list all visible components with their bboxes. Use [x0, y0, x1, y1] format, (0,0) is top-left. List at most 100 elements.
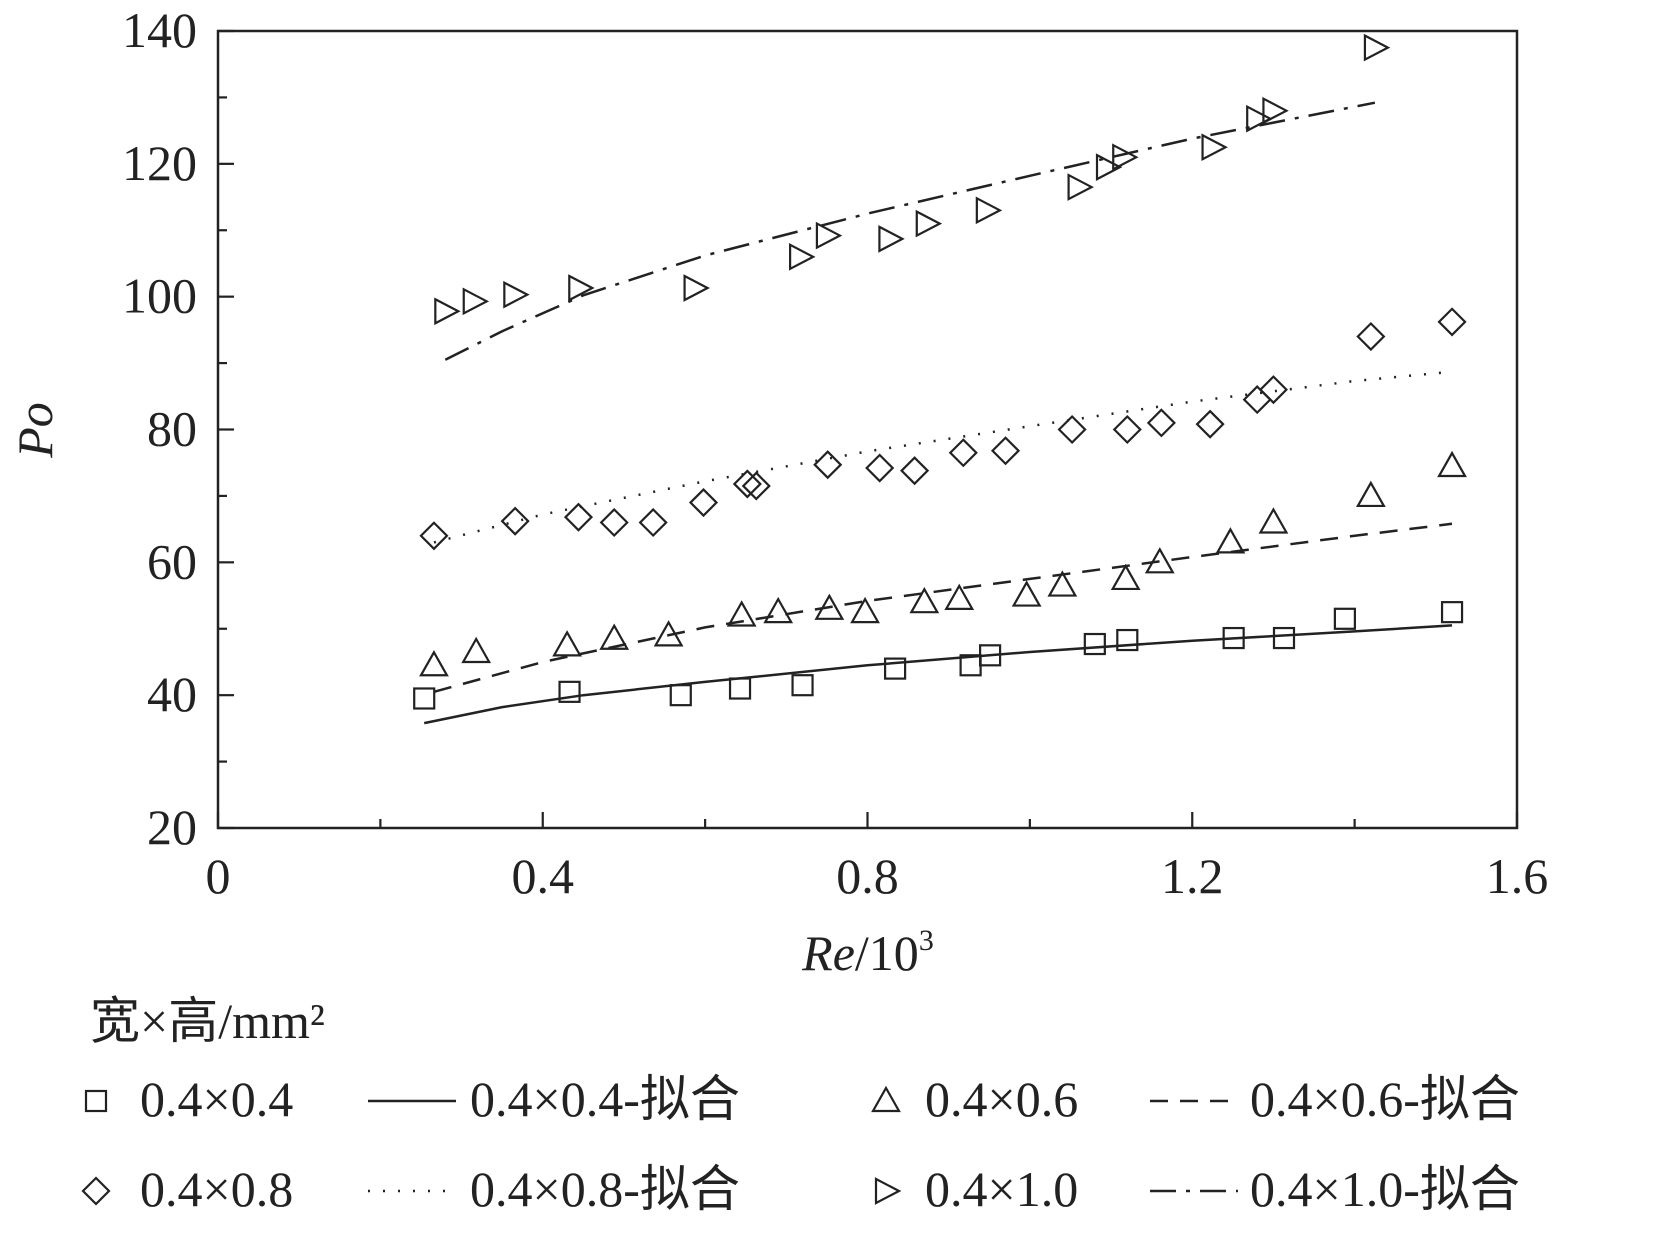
- data-point: [1355, 480, 1386, 508]
- legend-item-marker: 0.4×1.0: [874, 1161, 1078, 1217]
- data-point: [909, 586, 940, 614]
- y-tick-label: 80: [147, 401, 197, 457]
- data-point: [1112, 143, 1139, 172]
- data-point: [568, 274, 595, 302]
- data-point: [878, 225, 905, 253]
- fit-line: [433, 522, 1453, 694]
- data-point: [1222, 626, 1245, 650]
- legend-label: 0.4×0.8-拟合: [470, 1161, 740, 1217]
- y-axis-label: Po: [7, 402, 63, 459]
- data-point: [815, 221, 843, 250]
- data-point: [1047, 570, 1078, 597]
- legend-label: 0.4×1.0-拟合: [1250, 1161, 1520, 1217]
- data-point: [1067, 173, 1094, 201]
- y-tick-label: 20: [147, 799, 197, 855]
- x-tick-label: 1.6: [1486, 848, 1549, 904]
- data-point: [1011, 580, 1042, 607]
- data-point: [944, 583, 975, 610]
- data-point: [1083, 632, 1106, 656]
- y-tick-label: 120: [122, 135, 197, 191]
- data-point: [413, 687, 436, 710]
- x-axis-label-italic: Re: [801, 925, 855, 981]
- data-point: [975, 196, 1003, 225]
- data-point: [558, 680, 581, 703]
- legend-item-fit: 0.4×0.8-拟合: [368, 1161, 740, 1217]
- data-point: [503, 280, 530, 309]
- data-point: [599, 507, 629, 538]
- x-axis-label: Re/103: [801, 924, 934, 981]
- data-point: [789, 243, 816, 271]
- data-point: [1333, 607, 1356, 630]
- data-point: [1112, 414, 1142, 445]
- data-point: [1272, 626, 1296, 650]
- legend-marker: [81, 1176, 111, 1206]
- data-point: [1262, 96, 1289, 125]
- series-1: [413, 601, 1464, 725]
- data-point: [461, 636, 492, 664]
- data-point: [1095, 153, 1123, 181]
- data-point: [948, 438, 978, 468]
- data-point: [419, 521, 449, 551]
- data-point: [1356, 321, 1386, 352]
- data-point: [1215, 527, 1246, 554]
- axis-tick-labels: 0 0.4 0.8 1.2 1.6 20 40 60 80 100 120 140: [122, 2, 1548, 904]
- legend-label: 0.4×0.6-拟合: [1250, 1071, 1520, 1127]
- series-4: [434, 33, 1391, 361]
- data-point: [1437, 450, 1467, 478]
- legend-label: 0.4×0.8: [140, 1161, 293, 1217]
- data-point: [814, 593, 845, 620]
- data-point: [728, 677, 752, 700]
- axis-ticks: [216, 29, 1519, 830]
- data-point: [1258, 507, 1289, 534]
- data-point: [462, 287, 490, 316]
- data-point: [1246, 104, 1273, 133]
- data-point: [563, 502, 594, 532]
- legend-items: 0.4×0.4 0.4×0.4-拟合 0.4×0.6 0.4×0.6-拟合 0.4×0.…: [81, 1071, 1520, 1217]
- data-point: [653, 620, 684, 647]
- data-point: [1363, 33, 1391, 62]
- x-axis-label-unit: /10: [855, 925, 919, 981]
- legend: 宽×高/mm² 0.4×0.4 0.4×0.4-拟合 0.4×0.6 0.4×0.6-…: [81, 993, 1520, 1217]
- y-tick-label: 140: [122, 2, 197, 58]
- data-point: [1146, 408, 1176, 438]
- data-point: [1116, 628, 1139, 652]
- data-point: [683, 274, 710, 302]
- data-point: [688, 488, 719, 518]
- legend-marker: [874, 1177, 902, 1205]
- data-point: [915, 209, 943, 238]
- legend-item-fit: 0.4×0.4-拟合: [368, 1071, 740, 1127]
- legend-item-fit: 0.4×1.0-拟合: [1150, 1161, 1520, 1217]
- x-axis-label-superscript: 3: [919, 924, 934, 957]
- data-point: [1201, 133, 1228, 162]
- legend-item-fit: 0.4×0.6-拟合: [1150, 1071, 1520, 1127]
- legend-title: 宽×高/mm²: [90, 993, 325, 1049]
- x-tick-label: 0.8: [836, 848, 899, 904]
- legend-item-marker: 0.4×0.8: [81, 1161, 293, 1217]
- data-point: [1110, 563, 1141, 591]
- series-3: [419, 307, 1467, 551]
- data-point: [669, 684, 692, 707]
- x-tick-label: 1.2: [1161, 848, 1224, 904]
- x-tick-label: 0: [206, 848, 231, 904]
- data-point: [726, 600, 757, 627]
- data-point: [900, 456, 930, 486]
- legend-label: 0.4×1.0: [925, 1161, 1078, 1217]
- data-point: [884, 657, 907, 680]
- fit-line: [433, 370, 1453, 544]
- fit-line: [423, 624, 1453, 725]
- data-point: [1195, 409, 1225, 439]
- data-point: [850, 596, 880, 624]
- data-point: [813, 450, 843, 480]
- data-point: [552, 630, 582, 657]
- data-point: [763, 596, 794, 624]
- data-point: [638, 507, 668, 538]
- data-point: [500, 506, 530, 536]
- legend-item-marker: 0.4×0.4: [84, 1071, 293, 1127]
- data-point: [419, 650, 449, 677]
- x-tick-label: 0.4: [512, 848, 575, 904]
- legend-marker: [871, 1085, 901, 1113]
- legend-label: 0.4×0.6: [925, 1071, 1078, 1127]
- data-point: [1440, 601, 1464, 624]
- y-tick-label: 60: [147, 533, 197, 589]
